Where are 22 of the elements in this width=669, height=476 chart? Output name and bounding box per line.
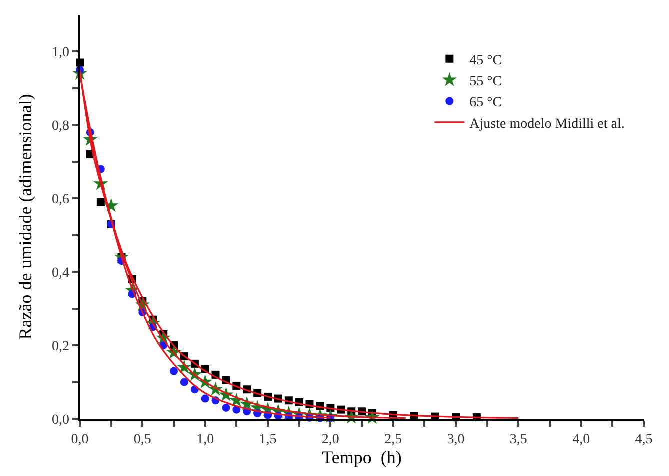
y-tick-label: 1,0 (52, 46, 70, 61)
y-axis-title: Razão de umidade (adimensional) (16, 94, 36, 340)
legend-label: 45 °C (470, 53, 502, 68)
y-tick-label: 0,2 (52, 339, 70, 354)
legend-label: 65 °C (470, 96, 502, 111)
x-tick-label: 1,5 (259, 432, 277, 448)
x-tick-label: 1,0 (196, 432, 214, 448)
x-tick-label: 3,5 (510, 432, 528, 448)
x-tick-label: 2,0 (322, 432, 340, 448)
x-tick-label: 0,0 (71, 432, 89, 448)
y-tick-label: 0,0 (52, 412, 70, 428)
legend-label: 55 °C (470, 74, 502, 90)
x-tick-label: 4,5 (635, 432, 653, 448)
legend-label: Ajuste modelo Midilli et al. (470, 116, 625, 132)
x-tick-label: 2,5 (384, 432, 402, 448)
x-axis-title: Tempo (h) (322, 448, 402, 468)
y-tick-label: 0,6 (52, 192, 70, 208)
x-tick-label: 0,5 (134, 432, 152, 448)
x-tick-label: 4,0 (572, 432, 590, 448)
y-tick-label: 0,4 (52, 266, 70, 281)
y-tick-label: 0,8 (52, 119, 70, 134)
x-tick-label: 3,0 (447, 432, 465, 448)
